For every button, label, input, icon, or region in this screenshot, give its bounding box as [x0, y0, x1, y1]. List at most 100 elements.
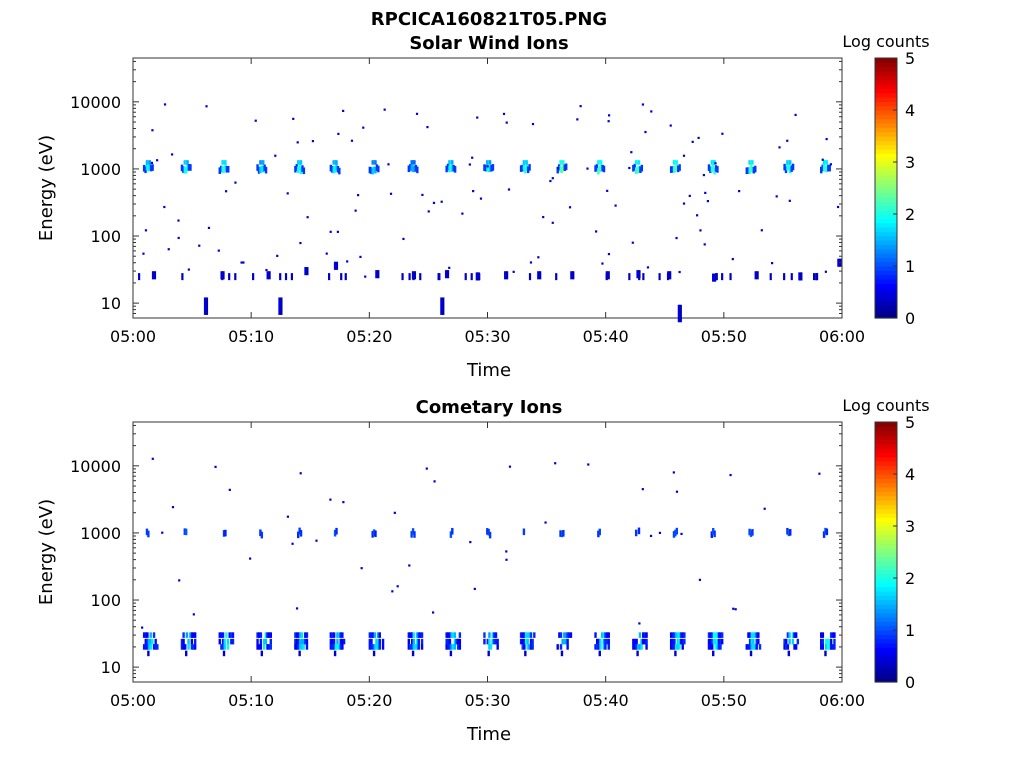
- heatmap-cell: [798, 272, 801, 281]
- heatmap-cell: [569, 632, 573, 638]
- heatmap-cell: [440, 297, 443, 315]
- heatmap-cell: [447, 644, 450, 650]
- heatmap-cell: [151, 638, 154, 645]
- x-tick-label: 05:00: [110, 691, 156, 710]
- heatmap-cell: [182, 166, 185, 173]
- x-tick-label: 05:30: [464, 691, 510, 710]
- heatmap-cell: [472, 189, 475, 193]
- heatmap-cell: [187, 164, 191, 171]
- heatmap-cell: [451, 527, 454, 535]
- heatmap-cell: [231, 638, 235, 645]
- colorbar-segment: [875, 556, 897, 562]
- heatmap-cell: [260, 165, 264, 173]
- heatmap-cell: [551, 177, 554, 180]
- heatmap-cell: [442, 297, 445, 315]
- heatmap-cell: [446, 163, 450, 171]
- heatmap-cell: [221, 160, 224, 165]
- heatmap-cell: [151, 457, 154, 460]
- heatmap-cell: [332, 644, 336, 650]
- heatmap-cell: [562, 164, 565, 171]
- heatmap-cell: [688, 194, 691, 198]
- heatmap-cell: [249, 557, 252, 560]
- heatmap-cell: [491, 632, 494, 638]
- heatmap-cell: [488, 531, 492, 539]
- heatmap-cell: [183, 166, 186, 174]
- heatmap-cell: [821, 638, 825, 645]
- colorbar: 0 1 2 3 4 5: [874, 49, 915, 328]
- heatmap-cell: [256, 644, 259, 650]
- heatmap-cell: [222, 530, 226, 537]
- heatmap-cell: [526, 632, 529, 638]
- colorbar-segment: [875, 599, 897, 605]
- heatmap-cell: [150, 161, 154, 165]
- heatmap-cell: [491, 164, 495, 171]
- heatmap-cell: [333, 529, 337, 537]
- heatmap-cell: [473, 587, 476, 591]
- cometary-title: Cometary Ions: [416, 397, 563, 418]
- heatmap-cell: [222, 271, 225, 280]
- colorbar-segment: [875, 573, 897, 579]
- heatmap-cell: [448, 266, 451, 269]
- heatmap-cell: [410, 644, 414, 650]
- heatmap-cell: [419, 273, 422, 281]
- heatmap-cell: [362, 126, 365, 129]
- heatmap-cell: [448, 165, 451, 173]
- heatmap-cell: [642, 273, 645, 281]
- heatmap-cell: [505, 121, 508, 124]
- heatmap-cell: [445, 644, 448, 650]
- heatmap-cell: [673, 638, 676, 645]
- colorbar-segment: [875, 274, 897, 280]
- heatmap-cell: [674, 644, 678, 650]
- plot-area: [132, 57, 843, 319]
- heatmap-cell: [240, 261, 243, 264]
- heatmap-cell: [184, 650, 188, 657]
- heatmap-cell: [636, 650, 639, 657]
- heatmap-cell: [304, 638, 307, 645]
- heatmap-cell: [220, 632, 223, 638]
- heatmap-cell: [414, 164, 418, 172]
- heatmap-cell: [783, 638, 786, 645]
- heatmap-cell: [329, 644, 333, 650]
- heatmap-cell: [391, 590, 394, 593]
- heatmap-cell: [187, 638, 190, 645]
- colorbar-segment: [875, 222, 897, 228]
- heatmap-cell: [716, 638, 719, 645]
- heatmap-cell: [223, 644, 226, 650]
- heatmap-cell: [341, 632, 344, 638]
- x-tick-label: 05:30: [464, 327, 510, 346]
- heatmap-cell: [333, 160, 337, 165]
- heatmap-cell: [696, 214, 699, 217]
- heatmap-cell: [184, 160, 188, 165]
- heatmap-cell: [453, 638, 457, 645]
- heatmap-cell: [389, 192, 393, 195]
- heatmap-cell: [683, 632, 686, 638]
- heatmap-cell: [337, 132, 340, 136]
- heatmap-cell: [528, 164, 531, 171]
- heatmap-cell: [259, 529, 262, 537]
- heatmap-cell: [820, 644, 823, 650]
- heatmap-cell: [372, 166, 376, 174]
- heatmap-cell: [751, 160, 754, 165]
- y-tick-label: 10000: [70, 457, 121, 476]
- heatmap-cell: [387, 163, 390, 166]
- heatmap-cell: [602, 632, 605, 638]
- heatmap-cell: [161, 531, 164, 534]
- heatmap-cell: [180, 638, 184, 645]
- heatmap-cell: [787, 650, 791, 657]
- heatmap-cell: [329, 230, 332, 233]
- heatmap-cell: [524, 166, 527, 174]
- heatmap-cell: [528, 632, 531, 638]
- heatmap-cell: [669, 166, 673, 173]
- heatmap-cell: [713, 530, 716, 538]
- heatmap-cell: [494, 632, 498, 638]
- heatmap-cell: [266, 271, 269, 280]
- heatmap-cell: [222, 650, 226, 657]
- heatmap-cell: [190, 632, 194, 638]
- heatmap-cell: [714, 165, 718, 172]
- heatmap-cell: [826, 644, 830, 650]
- heatmap-cell: [815, 273, 818, 281]
- heatmap-cell: [486, 165, 489, 168]
- heatmap-cell: [524, 638, 528, 645]
- colorbar-segment: [875, 153, 897, 159]
- heatmap-cell: [154, 638, 157, 645]
